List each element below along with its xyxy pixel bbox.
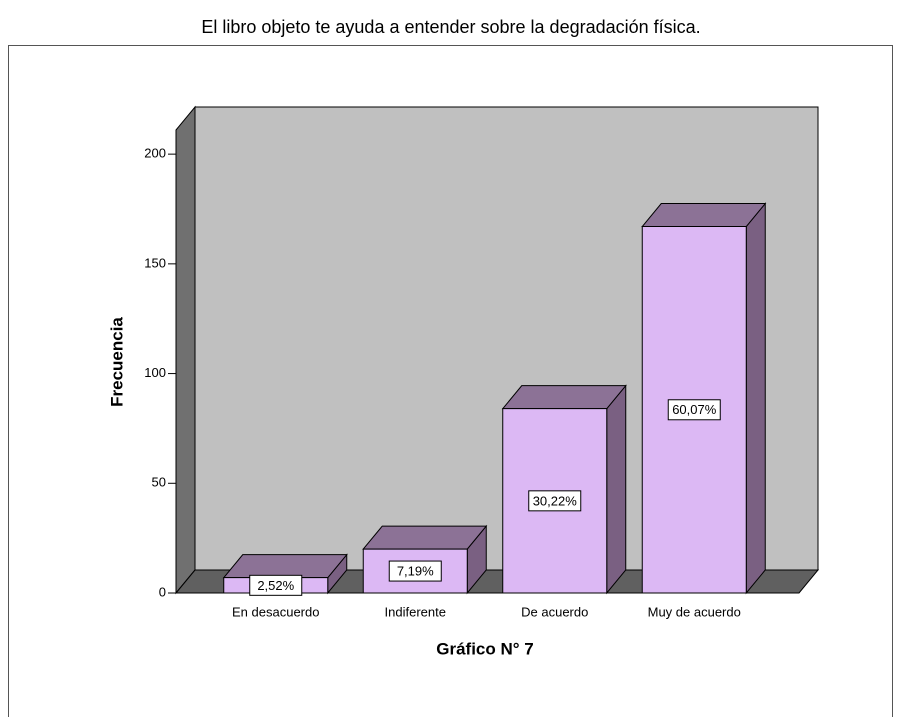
y-tick-label: 100 (144, 365, 166, 380)
y-tick-label: 0 (159, 584, 166, 599)
value-label-box (528, 490, 582, 512)
x-tick-label: En desacuerdo (232, 604, 319, 619)
chart-title: El libro objeto te ayuda a entender sobr… (201, 17, 700, 37)
value-label-box (667, 399, 721, 421)
bar-top (222, 554, 348, 579)
value-label-box (249, 574, 303, 596)
bar-top (501, 385, 627, 410)
bar-top (362, 525, 488, 550)
value-label: 60,07% (672, 402, 717, 417)
value-label: 30,22% (533, 493, 578, 508)
x-tick-label: Muy de acuerdo (648, 604, 741, 619)
x-axis-title: Gráfico N° 7 (436, 639, 534, 658)
y-axis-title: Frecuencia (107, 317, 126, 407)
y-tick-label: 50 (152, 475, 166, 490)
bar-top (641, 203, 767, 228)
x-tick-label: Indiferente (385, 604, 446, 619)
side-wall (175, 105, 196, 595)
bar (501, 384, 627, 595)
bar-side (606, 384, 627, 595)
value-label: 7,19% (397, 563, 434, 578)
y-tick-label: 200 (144, 146, 166, 161)
y-tick-label: 150 (144, 255, 166, 270)
bar (362, 524, 488, 595)
bar (641, 202, 767, 595)
value-label: 2,52% (257, 578, 294, 593)
value-label-box (388, 560, 442, 582)
bar-side (745, 202, 766, 595)
x-tick-label: De acuerdo (521, 604, 588, 619)
